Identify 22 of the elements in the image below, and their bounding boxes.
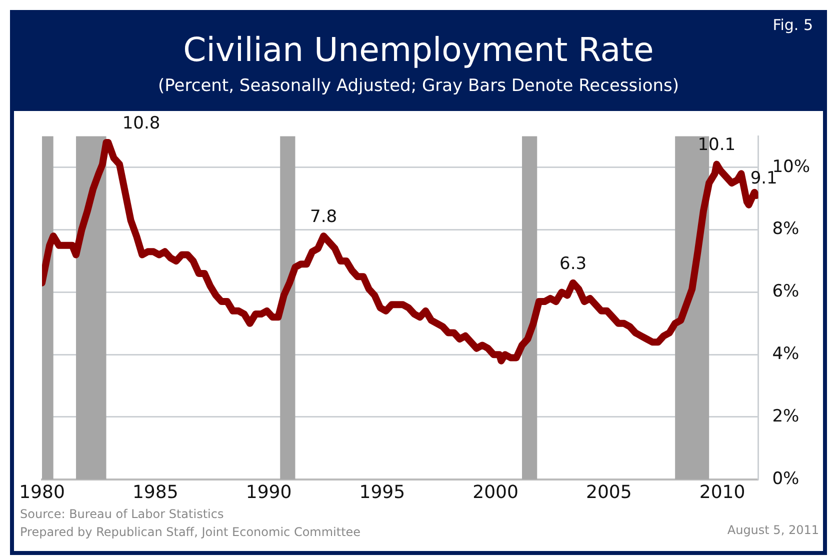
- y-tick-label: 0%: [772, 468, 800, 489]
- chart-title: Civilian Unemployment Rate: [183, 30, 654, 69]
- text: Prepared by Republican Staff, Joint Economic Committee: [20, 525, 361, 539]
- x-tick-label: 2005: [586, 482, 632, 503]
- y-tick-label: 6%: [772, 282, 800, 302]
- annotation: 10.8: [122, 113, 160, 134]
- x-tick-label: 2000: [472, 482, 518, 503]
- annotation: 7.8: [310, 206, 338, 227]
- x-tick-label: 1990: [246, 482, 292, 503]
- x-tick-label: 1985: [132, 482, 178, 503]
- x-tick-label: 1980: [19, 482, 65, 503]
- annotation: 6.3: [559, 254, 587, 274]
- chart-subtitle: (Percent, Seasonally Adjusted; Gray Bars Denote Recessions): [157, 76, 680, 96]
- y-tick-label: 8%: [772, 219, 800, 240]
- y-tick-label: 4%: [772, 344, 800, 364]
- x-tick-label: 2010: [699, 482, 746, 503]
- x-tick-label: 1995: [359, 482, 406, 503]
- source-note: Source: Bureau of Labor Statistics: [20, 507, 224, 521]
- text: August 5, 2011: [727, 523, 819, 537]
- annotation: 10.1: [698, 135, 736, 156]
- y-tick-label: 2%: [772, 406, 800, 426]
- caption: Fig. 5: [772, 16, 813, 34]
